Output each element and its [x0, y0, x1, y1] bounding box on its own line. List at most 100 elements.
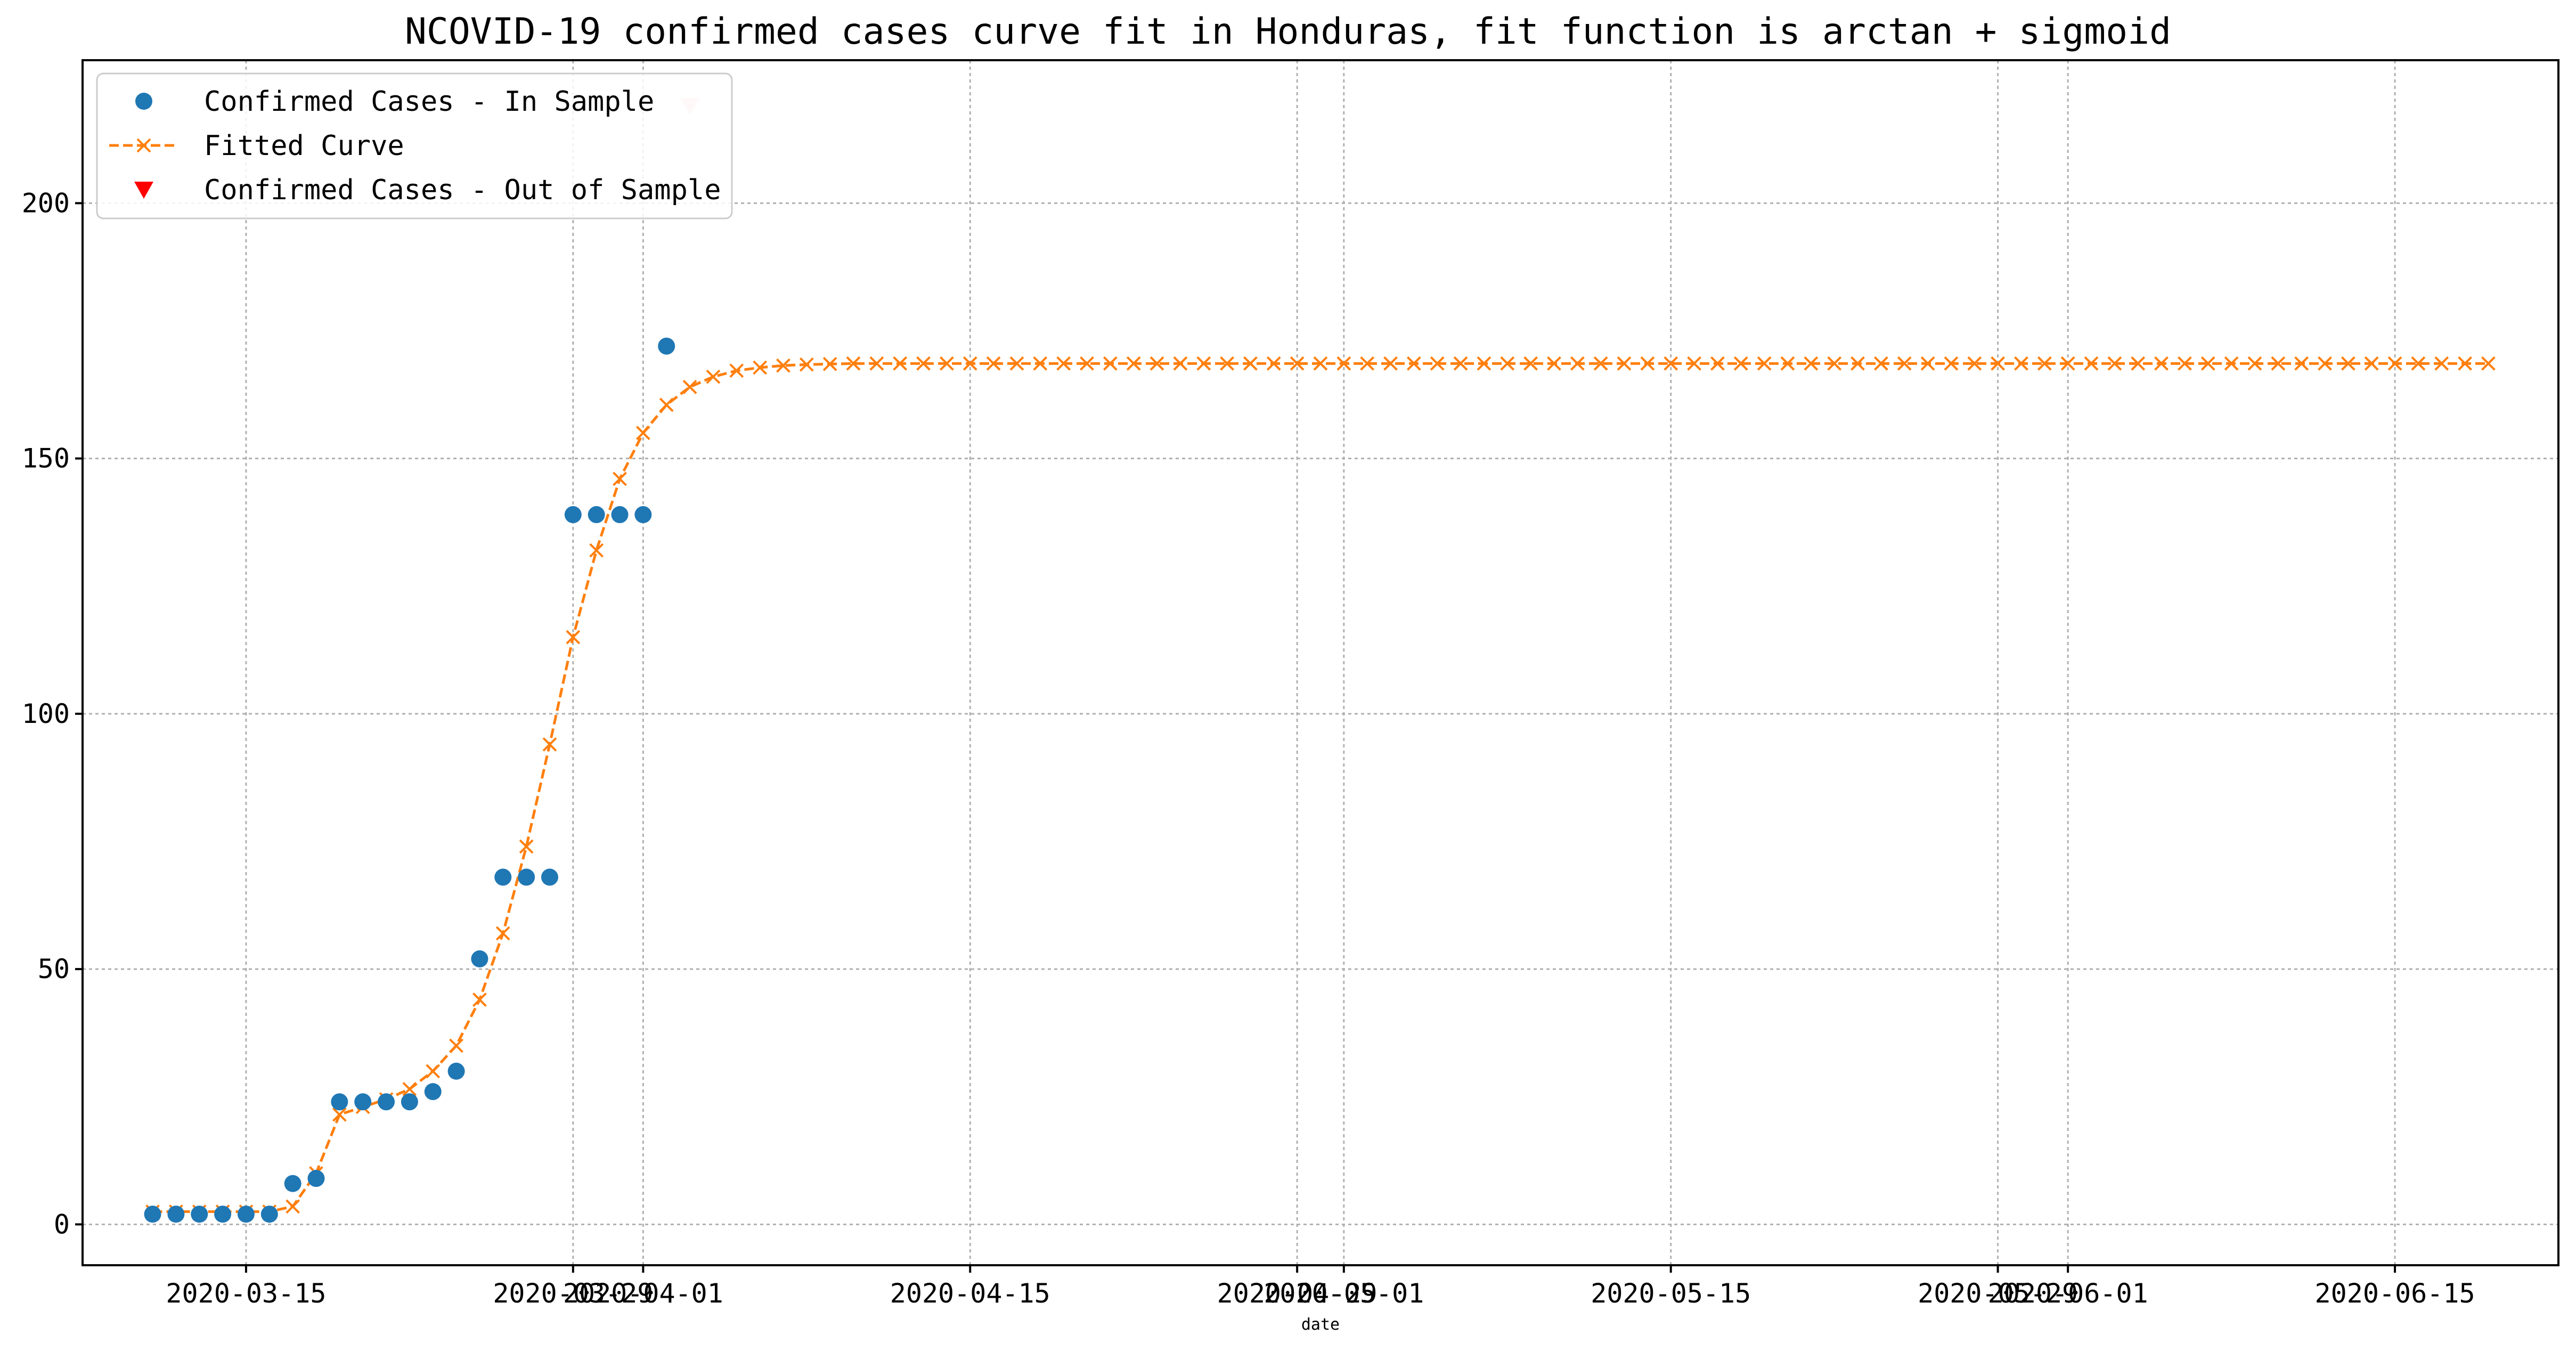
fitted-curve-point [1733, 356, 1748, 371]
fitted-curve-point [1664, 356, 1678, 371]
fitted-curve-point [2294, 356, 2309, 371]
x-tick-label: 2020-04-29 [1217, 1278, 1377, 1309]
legend-handle-in-sample [135, 93, 152, 110]
fitted-curve-point [753, 360, 768, 375]
fitted-curve-point [542, 737, 557, 752]
confirmed-in-sample-point [588, 506, 605, 524]
legend-label: Confirmed Cases - Out of Sample [204, 174, 721, 206]
fitted-curve-point [1523, 356, 1538, 371]
fitted-curve-point [495, 926, 510, 941]
fitted-curve-point [1150, 356, 1164, 371]
fitted-curve-point [2411, 356, 2426, 371]
fitted-curve-point [1967, 356, 1982, 371]
confirmed-in-sample-point [191, 1206, 208, 1223]
fitted-curve-point [1827, 356, 1842, 371]
fitted-curve-point [1360, 356, 1375, 371]
fitted-curve-point [2271, 356, 2286, 371]
confirmed-in-sample-point [424, 1083, 442, 1101]
fitted-curve-point [2481, 356, 2496, 371]
confirmed-in-sample-point [471, 950, 488, 967]
fitted-curve-point [1196, 356, 1211, 371]
confirmed-in-sample-point [354, 1093, 372, 1111]
fitted-curve-point [1851, 356, 1865, 371]
fitted-curve-point [940, 356, 954, 371]
confirmed-in-sample-point [307, 1170, 325, 1187]
fitted-curve-point [449, 1038, 463, 1053]
fitted-curve-point [2387, 356, 2402, 371]
confirmed-in-sample-point [260, 1206, 278, 1223]
fitted-curve-point [1570, 356, 1585, 371]
fitted-curve-point [869, 356, 884, 371]
chart-title: NCOVID-19 confirmed cases curve fit in H… [405, 11, 2171, 53]
fitted-curve-point [1991, 356, 2006, 371]
fitted-curve-point [1220, 356, 1235, 371]
x-tick-label: 2020-03-29 [493, 1278, 653, 1309]
fitted-curve-point [986, 356, 1001, 371]
fitted-curve-point [2178, 356, 2192, 371]
fitted-curve-point [1593, 356, 1608, 371]
fitted-curve-point [799, 357, 814, 372]
confirmed-in-sample-point [144, 1206, 161, 1223]
fitted-curve-point [332, 1107, 347, 1122]
legend-handle-out-of-sample [134, 182, 153, 199]
fitted-curve-point [402, 1081, 417, 1096]
fitted-curve-line [152, 362, 2489, 1213]
fitted-curve-point [822, 356, 837, 371]
confirmed-in-sample-point [331, 1093, 348, 1111]
fitted-curve-point [1780, 356, 1795, 371]
fitted-curve-point [729, 363, 744, 378]
fitted-curve-point [1687, 356, 1701, 371]
x-tick-label: 2020-04-01 [563, 1278, 723, 1309]
fitted-curve-point [1406, 356, 1421, 371]
data-marks [144, 98, 2496, 1223]
fitted-curve-point [1873, 356, 1888, 371]
fitted-curve-point [2318, 356, 2332, 371]
confirmed-in-sample-point [541, 868, 558, 886]
y-tick-label: 100 [22, 698, 70, 729]
x-tick-label: 2020-05-01 [1263, 1278, 1424, 1309]
fitted-curve-point [1056, 356, 1071, 371]
legend-box [96, 72, 733, 219]
fitted-curve-point [589, 543, 604, 558]
confirmed-in-sample-point [378, 1093, 395, 1111]
fitted-curve-point [1336, 356, 1351, 371]
fitted-curve-point [2247, 356, 2262, 371]
fitted-curve-point [426, 1064, 441, 1079]
fitted-curve-point [2341, 356, 2355, 371]
fitted-curve-point [2434, 356, 2449, 371]
fitted-curve-point [1383, 356, 1398, 371]
fitted-curve-point [2200, 356, 2215, 371]
legend-label: Confirmed Cases - In Sample [204, 86, 654, 118]
fitted-curve-point [1710, 356, 1725, 371]
confirmed-in-sample-point [447, 1062, 465, 1080]
confirmed-in-sample-point [611, 506, 629, 524]
fitted-curve-point [2037, 356, 2052, 371]
fitted-curve-point [2084, 356, 2099, 371]
legend-label: Fitted Curve [204, 130, 404, 162]
grid [83, 60, 2558, 1265]
fitted-curve-path [152, 362, 2489, 1213]
fitted-curve-point [1804, 356, 1819, 371]
y-tick-label: 0 [54, 1209, 70, 1240]
fitted-curve-point [1757, 356, 1772, 371]
fitted-curve-point [706, 369, 721, 384]
fitted-curve-point [1290, 356, 1305, 371]
y-tick-label: 200 [22, 188, 70, 218]
x-tick-label: 2020-06-15 [2315, 1278, 2475, 1309]
fitted-curve-point [963, 356, 977, 371]
fitted-curve-point [1617, 356, 1632, 371]
fitted-curve-point [1944, 356, 1959, 371]
confirmed-in-sample-point [494, 868, 512, 886]
confirmed-in-sample-point [401, 1093, 418, 1111]
confirmed-in-sample-point [518, 868, 535, 886]
fitted-curve-point [916, 356, 931, 371]
fitted-curve-point [776, 358, 790, 373]
plot-frame [81, 59, 2559, 1266]
fitted-curve-point [2131, 356, 2146, 371]
x-tick-label: 2020-05-15 [1591, 1278, 1751, 1309]
confirmed-in-sample-point [658, 337, 675, 355]
confirmed-in-sample-point [564, 506, 582, 524]
fitted-curve-point [2458, 356, 2473, 371]
x-tick-label: 2020-03-15 [166, 1278, 326, 1309]
